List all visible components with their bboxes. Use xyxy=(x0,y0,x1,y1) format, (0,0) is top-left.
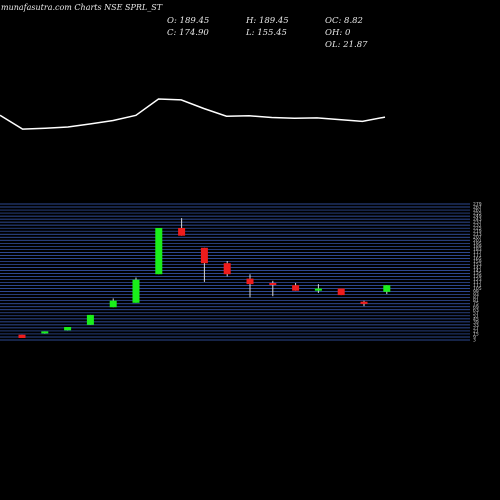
y-tick-label: 141 xyxy=(473,268,482,274)
y-tick-label: 225 xyxy=(473,226,482,232)
candle-body xyxy=(86,314,94,325)
candle-body xyxy=(132,279,140,303)
candle-body xyxy=(314,288,322,291)
candle xyxy=(314,284,322,293)
y-tick-label: 123 xyxy=(473,277,482,283)
y-tick-label: 33 xyxy=(473,322,479,328)
y-tick-label: 231 xyxy=(473,223,482,229)
candle xyxy=(292,283,300,291)
y-tick-label: 99 xyxy=(473,289,479,295)
y-tick-label: 105 xyxy=(473,286,482,292)
y-tick-label: 81 xyxy=(473,298,479,304)
candle xyxy=(178,218,186,236)
y-tick-label: 57 xyxy=(473,310,479,316)
y-tick-label: 87 xyxy=(473,295,479,301)
line-series xyxy=(0,98,386,130)
y-tick-label: 213 xyxy=(473,232,482,238)
price-line xyxy=(0,98,386,130)
candle xyxy=(64,327,72,331)
candle xyxy=(383,285,391,294)
y-tick-label: 183 xyxy=(473,247,482,253)
y-tick-label: 45 xyxy=(473,316,479,322)
candle xyxy=(269,280,277,297)
y-tick-label: 21 xyxy=(473,328,479,334)
y-tick-label: 237 xyxy=(473,220,482,226)
candle-body xyxy=(178,228,186,236)
y-tick-label: 279 xyxy=(473,202,482,208)
y-tick-label: 51 xyxy=(473,313,479,319)
ohlc-oh: OH: 0 xyxy=(325,28,351,38)
y-tick-label: 75 xyxy=(473,301,479,307)
candle xyxy=(109,298,117,308)
y-tick-label: 93 xyxy=(473,292,479,298)
candle xyxy=(223,261,231,277)
candle xyxy=(200,247,208,282)
y-tick-label: 9 xyxy=(473,334,476,340)
candle-body xyxy=(200,247,208,264)
candle-body xyxy=(383,285,391,292)
candle-body xyxy=(269,283,277,285)
y-tick-label: 63 xyxy=(473,307,479,313)
ohlc-low: L: 155.45 xyxy=(246,28,287,38)
y-tick-label: 27 xyxy=(473,325,479,331)
ohlc-oc: OC: 8.82 xyxy=(325,16,363,26)
y-tick-label: 249 xyxy=(473,214,482,220)
y-tick-label: 267 xyxy=(473,205,482,211)
candlestick-series xyxy=(18,218,391,338)
candle xyxy=(41,331,49,334)
candle-body xyxy=(337,288,345,296)
y-tick-label: 129 xyxy=(473,274,482,280)
ohlc-ol: OL: 21.87 xyxy=(325,40,368,50)
y-tick-label: 207 xyxy=(473,235,482,241)
candle-body xyxy=(292,285,300,291)
ohlc-close: C: 174.90 xyxy=(167,28,209,38)
candle xyxy=(132,277,140,303)
y-tick-label: 165 xyxy=(473,256,482,262)
candle-body xyxy=(360,301,368,304)
candle xyxy=(337,288,345,296)
candle-body xyxy=(109,300,117,308)
grid-lines xyxy=(0,203,470,341)
candle xyxy=(18,334,26,338)
candle-body xyxy=(223,263,231,275)
y-tick-label: 15 xyxy=(473,331,479,337)
y-tick-label: 3 xyxy=(473,338,476,344)
y-tick-label: 189 xyxy=(473,244,482,250)
y-tick-label: 39 xyxy=(473,319,479,325)
y-tick-label: 261 xyxy=(473,208,482,214)
candle-body xyxy=(64,327,72,331)
candle-body xyxy=(18,334,26,338)
chart-header-title: munafasutra.com Charts NSE SPRL_ST xyxy=(1,3,163,12)
y-tick-label: 171 xyxy=(473,253,482,259)
candle xyxy=(155,228,163,275)
y-tick-label: 195 xyxy=(473,241,482,247)
candle xyxy=(360,300,368,307)
candle-body xyxy=(246,278,254,285)
y-tick-label: 219 xyxy=(473,229,482,235)
y-tick-label: 111 xyxy=(473,283,482,289)
y-tick-label: 159 xyxy=(473,259,482,265)
y-tick-label: 255 xyxy=(473,211,482,217)
candle-body xyxy=(41,331,49,334)
y-tick-label: 147 xyxy=(473,265,482,271)
y-tick-label: 243 xyxy=(473,217,482,223)
y-tick-label: 69 xyxy=(473,304,479,310)
candle xyxy=(86,314,94,325)
ohlc-high: H: 189.45 xyxy=(246,16,289,26)
candle xyxy=(246,274,254,298)
y-tick-label: 117 xyxy=(473,280,482,286)
y-tick-label: 135 xyxy=(473,271,482,277)
ohlc-open: O: 189.45 xyxy=(167,16,210,26)
y-tick-label: 201 xyxy=(473,238,482,244)
y-tick-label: 153 xyxy=(473,262,482,268)
candle-body xyxy=(155,228,163,275)
y-tick-label: 177 xyxy=(473,250,482,256)
y-tick-labels: 2792672612552492432372312252192132072011… xyxy=(473,202,482,344)
